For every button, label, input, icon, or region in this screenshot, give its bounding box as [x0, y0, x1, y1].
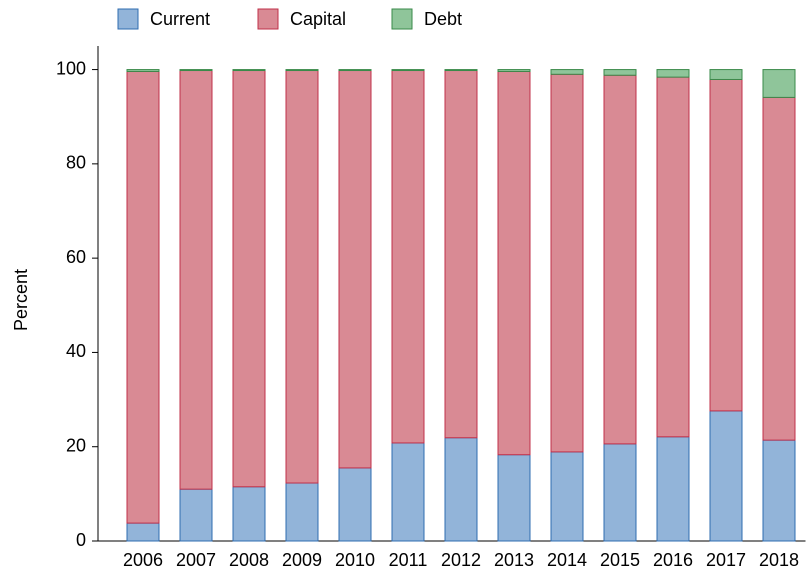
x-tick-label: 2009: [282, 550, 322, 570]
bar-segment: [497, 69, 531, 72]
legend-swatch: [117, 8, 139, 30]
y-tick-label: 60: [66, 247, 86, 267]
bar-segment: [656, 69, 690, 78]
bar-segment: [285, 482, 319, 542]
y-tick-label: 40: [66, 341, 86, 361]
y-tick-label: 100: [56, 58, 86, 78]
x-tick-label: 2011: [389, 550, 428, 570]
legend-label: Capital: [290, 9, 346, 29]
bar-segment: [603, 74, 637, 445]
x-tick-label: 2010: [335, 550, 375, 570]
legend-swatch: [391, 8, 413, 30]
bar-segment: [444, 437, 478, 542]
bar-segment: [179, 70, 213, 490]
bar-segment: [338, 69, 372, 72]
x-tick-label: 2013: [494, 550, 534, 570]
x-tick-label: 2018: [759, 550, 799, 570]
x-tick-label: 2012: [441, 550, 481, 570]
bar-segment: [232, 486, 266, 542]
bar-segment: [550, 451, 584, 542]
bar-segment: [603, 443, 637, 542]
x-tick-label: 2006: [123, 550, 163, 570]
bar-segment: [709, 410, 743, 542]
bar-segment: [550, 73, 584, 453]
bar-segment: [285, 69, 319, 72]
legend-swatch: [257, 8, 279, 30]
x-tick-label: 2016: [653, 550, 693, 570]
bar-segment: [285, 70, 319, 484]
bar-segment: [126, 69, 160, 72]
y-tick-label: 0: [76, 530, 86, 550]
bar-segment: [179, 488, 213, 542]
legend-label: Debt: [424, 9, 462, 29]
bar-segment: [656, 76, 690, 438]
bar-segment: [232, 70, 266, 488]
bar-segment: [709, 78, 743, 412]
x-tick-label: 2014: [547, 550, 587, 570]
bar-segment: [762, 439, 796, 542]
bar-segment: [656, 436, 690, 542]
bar-segment: [709, 69, 743, 80]
bar-segment: [444, 70, 478, 439]
bar-segment: [497, 454, 531, 542]
bar-segment: [550, 69, 584, 75]
bar-segment: [126, 522, 160, 542]
bar-segment: [497, 70, 531, 456]
y-tick-label: 20: [66, 435, 86, 455]
bar-segment: [391, 69, 425, 72]
y-axis-label: Percent: [11, 269, 31, 331]
bar-segment: [232, 69, 266, 72]
bar-segment: [126, 70, 160, 524]
bar-segment: [762, 69, 796, 98]
x-tick-label: 2008: [229, 550, 269, 570]
bar-segment: [391, 442, 425, 542]
bar-segment: [338, 467, 372, 542]
bar-segment: [444, 69, 478, 72]
bar-segment: [179, 69, 213, 72]
bar-segment: [762, 96, 796, 441]
bar-segment: [391, 70, 425, 444]
bar-segment: [603, 69, 637, 76]
legend-label: Current: [150, 9, 210, 29]
y-tick-label: 80: [66, 153, 86, 173]
x-tick-label: 2017: [706, 550, 746, 570]
bar-segment: [338, 70, 372, 469]
x-tick-label: 2015: [600, 550, 640, 570]
x-tick-label: 2007: [176, 550, 216, 570]
